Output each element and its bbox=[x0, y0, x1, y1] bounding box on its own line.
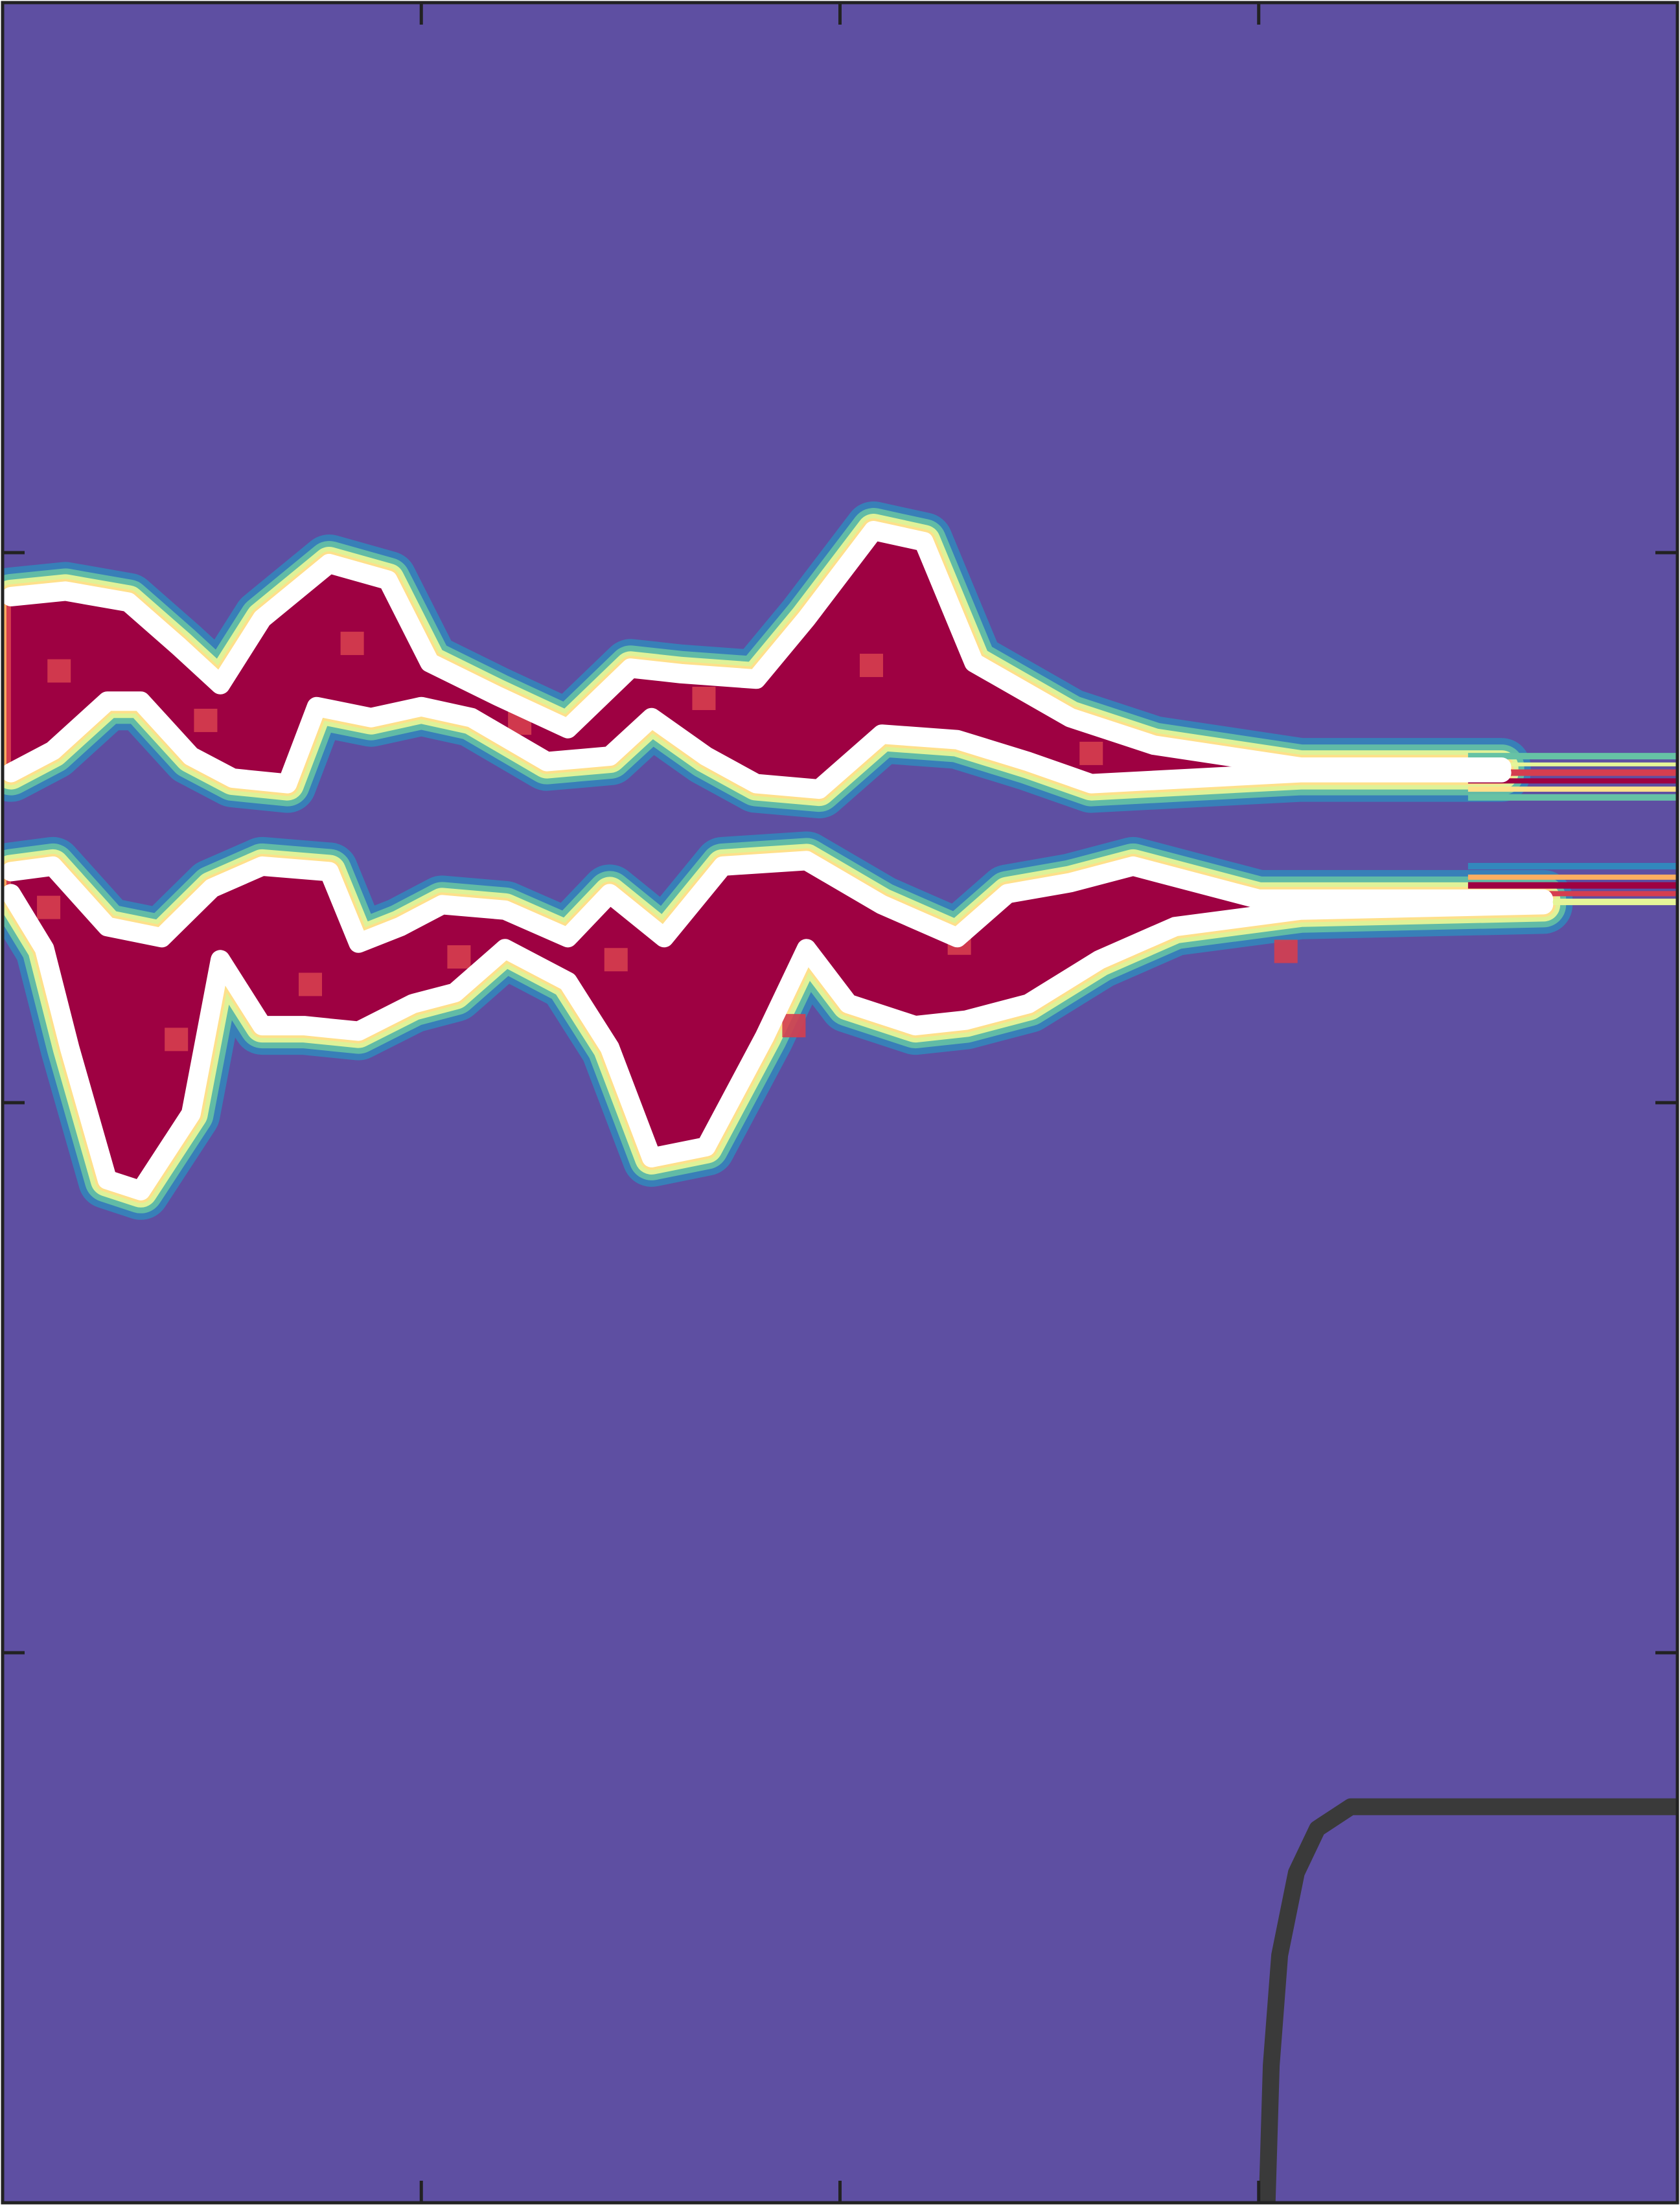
boundary-curve-layer bbox=[1258, 1798, 1677, 2203]
streak-5 bbox=[1467, 787, 1677, 792]
band-1-hotspot-1 bbox=[47, 659, 71, 683]
streak-6 bbox=[1467, 794, 1677, 801]
contour-1-lower bbox=[3, 691, 1512, 799]
contour-1-upper bbox=[3, 521, 1512, 777]
streak-11 bbox=[1467, 899, 1677, 906]
streak-7 bbox=[1467, 862, 1677, 869]
streak-10 bbox=[1467, 891, 1677, 897]
band-2-hotspot-13 bbox=[604, 948, 628, 972]
band-1-hotspot-13 bbox=[692, 686, 716, 710]
contour-2-lower bbox=[3, 884, 1554, 1201]
contour-2-upper bbox=[3, 851, 1554, 953]
contour-2 bbox=[3, 851, 1554, 1201]
band-1-hotspot-7 bbox=[340, 632, 364, 656]
band-2-core bbox=[10, 860, 1544, 1191]
band-1-hotspot-19 bbox=[1079, 741, 1103, 765]
streak-1 bbox=[1467, 753, 1677, 760]
band-2-hotspot-7 bbox=[298, 972, 322, 996]
streak-2 bbox=[1467, 762, 1677, 766]
band-1-core bbox=[10, 531, 1502, 790]
band-1-hotspot-4 bbox=[194, 708, 218, 732]
streak-3 bbox=[1467, 769, 1677, 776]
center-streaks bbox=[1467, 753, 1677, 906]
contour-1 bbox=[3, 521, 1512, 799]
boundary-curve bbox=[1258, 1798, 1677, 2203]
contour-lines bbox=[3, 521, 1554, 1201]
band-2-hotspot-10 bbox=[447, 945, 471, 969]
band-2-hotspot-22 bbox=[1274, 939, 1298, 963]
streak-8 bbox=[1467, 874, 1677, 880]
band-2-hotspot-1 bbox=[37, 895, 61, 919]
band-2-hotspot-16 bbox=[782, 1014, 806, 1038]
band-2-hotspot-4 bbox=[165, 1028, 189, 1051]
streak-9 bbox=[1467, 882, 1677, 889]
heatmap-background bbox=[3, 3, 1677, 2203]
axis-ticks bbox=[3, 3, 1677, 2203]
band-1-hotspot-16 bbox=[859, 654, 883, 678]
streak-4 bbox=[1467, 778, 1677, 784]
